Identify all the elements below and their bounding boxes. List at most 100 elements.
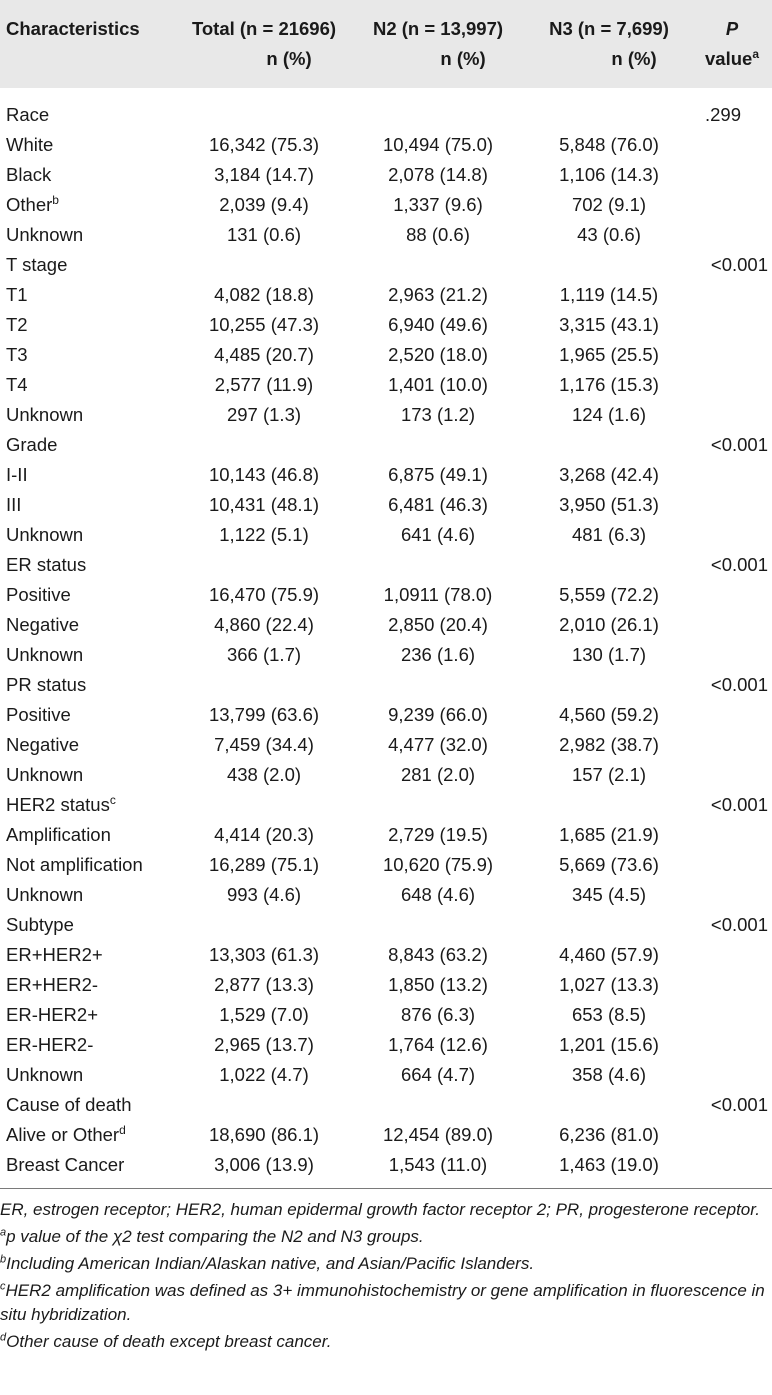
- header-n3-line2: n (%): [611, 48, 657, 69]
- total-cell: 13,799 (63.6): [208, 704, 320, 725]
- header-p-value-word: value: [705, 48, 753, 69]
- n2-cell: 88 (0.6): [406, 224, 470, 245]
- table-body: Race .299 White 16,342 (75.3) 10,494 (75.0) 5…: [0, 100, 772, 1180]
- header-p-line1: P: [725, 18, 739, 39]
- row-label-text: ER+HER2+: [6, 944, 103, 965]
- n2-cell: 236 (1.6): [400, 644, 476, 665]
- n2-cell: 10,620 (75.9): [382, 854, 494, 875]
- table-row: Black 3,184 (14.7) 2,078 (14.8) 1,106 (14.3…: [0, 160, 772, 190]
- total-cell: 18,690 (86.1): [208, 1124, 320, 1145]
- row-label-text: Amplification: [6, 824, 111, 845]
- header-total-line1: Total (n = 21696): [191, 18, 337, 39]
- row-label-text: Black: [6, 164, 52, 185]
- n2-cell: 1,850 (13.2): [388, 974, 488, 995]
- row-label: Subtype: [6, 910, 74, 940]
- row-label-text: ER status: [6, 554, 87, 575]
- n3-cell: 4,460 (57.9): [559, 944, 659, 965]
- total-cell: 3,006 (13.9): [214, 1154, 314, 1175]
- p-value-cell: <0.001: [710, 434, 768, 455]
- table-row: Unknown 438 (2.0) 281 (2.0) 157 (2.1): [0, 760, 772, 790]
- table-row: T2 10,255 (47.3) 6,940 (49.6) 3,315 (43.1): [0, 310, 772, 340]
- row-label: Otherb: [6, 190, 59, 220]
- n3-cell: 5,669 (73.6): [559, 854, 659, 875]
- row-label: T stage: [6, 250, 67, 280]
- total-cell: 13,303 (61.3): [208, 944, 320, 965]
- table-row: Unknown 366 (1.7) 236 (1.6) 130 (1.7): [0, 640, 772, 670]
- n2-cell: 641 (4.6): [400, 524, 476, 545]
- header-p-line2: valuea: [692, 44, 772, 74]
- n3-cell: 1,463 (19.0): [559, 1154, 659, 1175]
- table-row: Alive or Otherd 18,690 (86.1) 12,454 (89.0…: [0, 1120, 772, 1150]
- n3-cell: 1,106 (14.3): [559, 164, 659, 185]
- table-row: T stage <0.001: [0, 250, 772, 280]
- row-label: Unknown: [6, 400, 83, 430]
- header-n2: N2 (n = 13,997) n (%): [350, 14, 526, 74]
- table-row: Unknown 1,122 (5.1) 641 (4.6) 481 (6.3): [0, 520, 772, 550]
- n3-cell: 1,119 (14.5): [559, 284, 659, 305]
- footnote-c-marker: c: [0, 1280, 6, 1293]
- n3-cell: 157 (2.1): [571, 764, 647, 785]
- row-label: Unknown: [6, 760, 83, 790]
- row-label: Amplification: [6, 820, 111, 850]
- n2-cell: 648 (4.6): [400, 884, 476, 905]
- footnote-c-text: HER2 amplification was defined as 3+ imm…: [0, 1281, 765, 1324]
- row-label-text: Unknown: [6, 764, 84, 785]
- n2-cell: 4,477 (32.0): [388, 734, 488, 755]
- n3-cell: 1,027 (13.3): [559, 974, 659, 995]
- table-row: Unknown 297 (1.3) 173 (1.2) 124 (1.6): [0, 400, 772, 430]
- header-p-value: P valuea: [692, 14, 772, 74]
- n2-cell: 1,337 (9.6): [393, 194, 483, 215]
- n2-cell: 8,843 (63.2): [388, 944, 488, 965]
- total-cell: 10,143 (46.8): [208, 464, 320, 485]
- table-row: T4 2,577 (11.9) 1,401 (10.0) 1,176 (15.3): [0, 370, 772, 400]
- table-bottom-rule: [0, 1188, 772, 1189]
- table-row: Cause of death <0.001: [0, 1090, 772, 1120]
- n3-cell: 3,268 (42.4): [559, 464, 659, 485]
- table-row: Race .299: [0, 100, 772, 130]
- total-cell: 993 (4.6): [226, 884, 302, 905]
- row-label: Positive: [6, 580, 71, 610]
- table-row: Positive 13,799 (63.6) 9,239 (66.0) 4,560 (…: [0, 700, 772, 730]
- row-label-text: Positive: [6, 584, 71, 605]
- row-label-text: T3: [6, 344, 28, 365]
- row-label: Unknown: [6, 640, 83, 670]
- row-label: Unknown: [6, 1060, 83, 1090]
- n3-cell: 5,848 (76.0): [559, 134, 659, 155]
- p-value-cell: <0.001: [710, 794, 768, 815]
- footnote-abbreviations: ER, estrogen receptor; HER2, human epide…: [0, 1200, 761, 1219]
- footnote-d-marker: d: [0, 1331, 7, 1344]
- n3-cell: 1,685 (21.9): [559, 824, 659, 845]
- row-label: Not amplification: [6, 850, 143, 880]
- n2-cell: 1,0911 (78.0): [383, 584, 493, 605]
- row-label: ER status: [6, 550, 86, 580]
- row-label: White: [6, 130, 53, 160]
- footnote-b: bIncluding American Indian/Alaskan nativ…: [0, 1252, 766, 1276]
- n2-cell: 12,454 (89.0): [382, 1124, 494, 1145]
- footnote-a-marker: a: [0, 1226, 7, 1239]
- row-label: Race: [6, 100, 49, 130]
- row-label: ER+HER2+: [6, 940, 103, 970]
- row-label-text: T2: [6, 314, 28, 335]
- header-n2-line1: N2 (n = 13,997): [372, 18, 504, 39]
- row-label-text: Subtype: [6, 914, 74, 935]
- header-characteristics-label: Characteristics: [6, 18, 140, 39]
- row-label: ER-HER2+: [6, 1000, 98, 1030]
- p-value-cell: <0.001: [710, 554, 768, 575]
- header-n2-line2: n (%): [440, 48, 486, 69]
- n2-cell: 9,239 (66.0): [388, 704, 488, 725]
- table-row: Grade <0.001: [0, 430, 772, 460]
- row-label-text: Other: [6, 194, 53, 215]
- row-label: III: [6, 490, 21, 520]
- row-label-text: PR status: [6, 674, 87, 695]
- table-row: Subtype <0.001: [0, 910, 772, 940]
- row-label: Alive or Otherd: [6, 1120, 126, 1150]
- n3-cell: 653 (8.5): [571, 1004, 647, 1025]
- row-label-text: ER-HER2-: [6, 1034, 94, 1055]
- table-row: ER-HER2- 2,965 (13.7) 1,764 (12.6) 1,201 (1…: [0, 1030, 772, 1060]
- header-p-sup: a: [752, 46, 759, 61]
- table-row: Breast Cancer 3,006 (13.9) 1,543 (11.0) 1,4…: [0, 1150, 772, 1180]
- n3-cell: 130 (1.7): [571, 644, 647, 665]
- row-label: Negative: [6, 730, 79, 760]
- row-label-text: Race: [6, 104, 50, 125]
